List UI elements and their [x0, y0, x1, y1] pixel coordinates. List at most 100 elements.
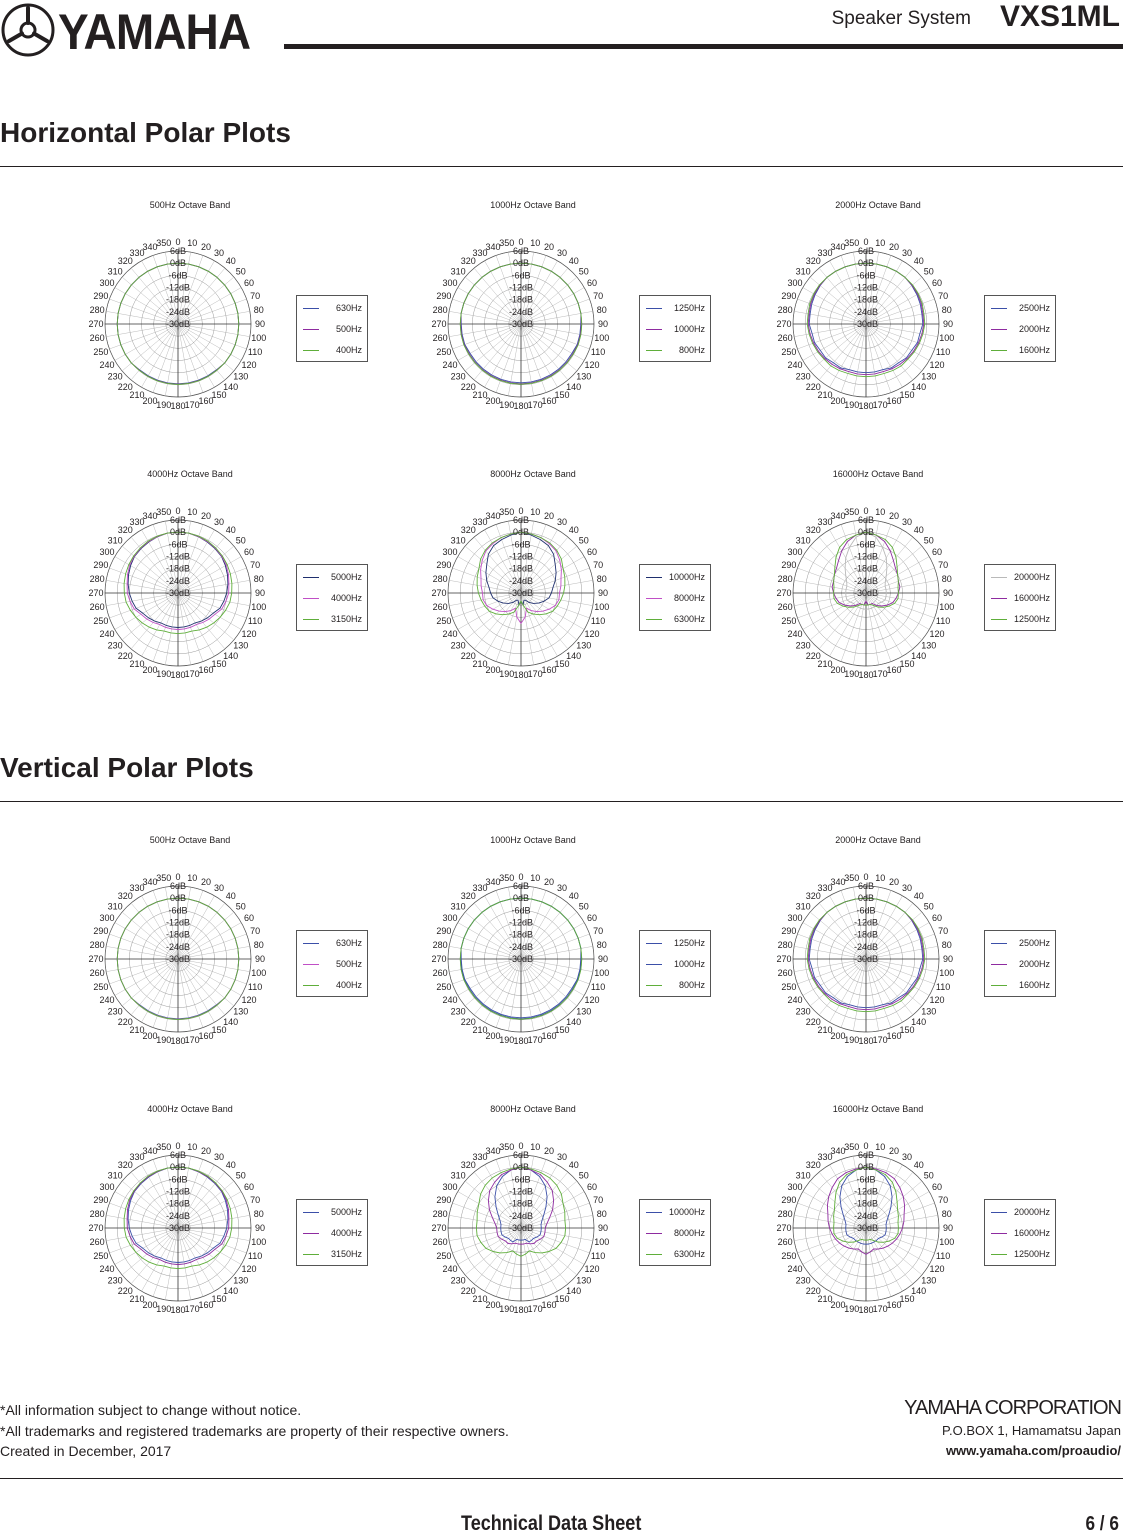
angle-tick-label: 120 — [584, 1264, 599, 1274]
plot-title: 500Hz Octave Band — [149, 200, 231, 210]
angle-tick-label: 130 — [233, 641, 248, 651]
legend-swatch — [991, 329, 1007, 330]
angle-tick-label: 240 — [99, 629, 114, 639]
angle-tick-label: 80 — [597, 940, 607, 950]
grid-spoke — [853, 958, 867, 1031]
angle-tick-label: 170 — [185, 1035, 200, 1045]
angle-tick-label: 330 — [817, 1152, 832, 1162]
angle-tick-label: 190 — [156, 1035, 171, 1045]
grid-spoke — [865, 592, 923, 641]
angle-tick-label: 250 — [93, 616, 108, 626]
legend-label: 500Hz — [335, 324, 362, 334]
footer-rule — [0, 1478, 1123, 1479]
legend-item: 1600Hz — [985, 979, 1055, 991]
grid-spoke — [495, 524, 522, 594]
grid-spoke — [520, 1227, 558, 1292]
angle-tick-label: 250 — [436, 347, 451, 357]
grid-spoke — [177, 536, 226, 594]
legend: 1250Hz 1000Hz 800Hz — [639, 930, 711, 997]
angle-tick-label: 340 — [485, 877, 500, 887]
angle-tick-label: 270 — [88, 588, 103, 598]
radial-tick-label: -30dB — [854, 954, 878, 964]
angle-tick-label: 20 — [544, 242, 554, 252]
angle-tick-label: 340 — [830, 877, 845, 887]
radial-tick-label: -18dB — [854, 295, 878, 305]
angle-tick-label: 90 — [598, 588, 608, 598]
grid-spoke — [865, 298, 935, 325]
angle-tick-label: 330 — [817, 883, 832, 893]
grid-spoke — [520, 1159, 547, 1229]
radial-tick-label: -18dB — [854, 564, 878, 574]
legend-label: 800Hz — [678, 980, 705, 990]
angle-tick-label: 170 — [873, 1035, 888, 1045]
legend-item: 10000Hz — [640, 571, 710, 583]
product-category: Speaker System — [831, 8, 971, 29]
angle-tick-label: 310 — [451, 535, 466, 545]
legend-label: 3150Hz — [330, 614, 362, 624]
grid-spoke — [797, 1202, 867, 1229]
angle-tick-label: 200 — [830, 665, 845, 675]
angle-tick-label: 130 — [576, 641, 591, 651]
grid-spoke — [865, 1227, 938, 1241]
legend: 20000Hz 16000Hz 12500Hz — [984, 564, 1056, 631]
grid-spoke — [177, 1180, 235, 1229]
grid-spoke — [520, 323, 558, 388]
angle-tick-label: 10 — [530, 238, 540, 248]
grid-spoke — [177, 592, 247, 619]
angle-tick-label: 200 — [830, 396, 845, 406]
angle-tick-label: 180 — [513, 670, 528, 680]
grid-spoke — [177, 592, 235, 641]
angle-tick-label: 350 — [844, 507, 859, 517]
legend-label: 2500Hz — [1018, 938, 1050, 948]
angle-tick-label: 350 — [156, 1142, 171, 1152]
polar-plot: 1000Hz Octave Band 0 10 20 30 40 50 60 70 80 90 100… — [343, 200, 723, 445]
angle-tick-label: 200 — [830, 1300, 845, 1310]
angle-tick-label: 130 — [233, 372, 248, 382]
legend-label: 6300Hz — [673, 1249, 705, 1259]
angle-tick-label: 120 — [241, 995, 256, 1005]
angle-tick-label: 220 — [118, 651, 133, 661]
legend-label: 8000Hz — [673, 1228, 705, 1238]
legend-item: 800Hz — [640, 344, 710, 356]
polar-plot: 16000Hz Octave Band 0 10 20 30 40 50 60 70 80 90 10… — [688, 469, 1068, 714]
angle-tick-label: 330 — [472, 883, 487, 893]
angle-tick-label: 150 — [211, 1294, 226, 1304]
grid-spoke — [495, 592, 522, 662]
legend-label: 1600Hz — [1018, 980, 1050, 990]
angle-tick-label: 310 — [796, 901, 811, 911]
angle-tick-label: 70 — [593, 560, 603, 570]
legend-swatch — [303, 308, 319, 309]
angle-tick-label: 180 — [170, 670, 185, 680]
angle-tick-label: 310 — [451, 901, 466, 911]
angle-tick-label: 330 — [817, 248, 832, 258]
angle-tick-label: 220 — [806, 1286, 821, 1296]
angle-tick-label: 160 — [886, 665, 901, 675]
angle-tick-label: 140 — [911, 382, 926, 392]
legend-swatch — [646, 598, 662, 599]
angle-tick-label: 250 — [93, 982, 108, 992]
grid-spoke — [484, 1227, 522, 1292]
corporation-url[interactable]: www.yamaha.com/proaudio/ — [945, 1443, 1121, 1458]
angle-tick-label: 160 — [886, 1031, 901, 1041]
angle-tick-label: 30 — [214, 883, 224, 893]
series-line — [127, 1166, 229, 1263]
angle-tick-label: 230 — [108, 1276, 123, 1286]
angle-tick-label: 10 — [187, 507, 197, 517]
radial-tick-label: 6dB — [858, 246, 874, 256]
angle-tick-label: 290 — [781, 560, 796, 570]
grid-spoke — [520, 529, 558, 594]
radial-tick-label: -12dB — [509, 1187, 533, 1197]
grid-spoke — [865, 958, 914, 1016]
angle-tick-label: 350 — [844, 1142, 859, 1152]
grid-spoke — [495, 323, 522, 393]
angle-tick-label: 80 — [254, 305, 264, 315]
angle-tick-label: 30 — [557, 883, 567, 893]
series-line — [487, 1166, 555, 1245]
angle-tick-label: 150 — [899, 1294, 914, 1304]
angle-tick-label: 30 — [902, 883, 912, 893]
grid-spoke — [520, 1164, 558, 1229]
angle-tick-label: 250 — [781, 982, 796, 992]
grid-spoke — [865, 1215, 938, 1229]
